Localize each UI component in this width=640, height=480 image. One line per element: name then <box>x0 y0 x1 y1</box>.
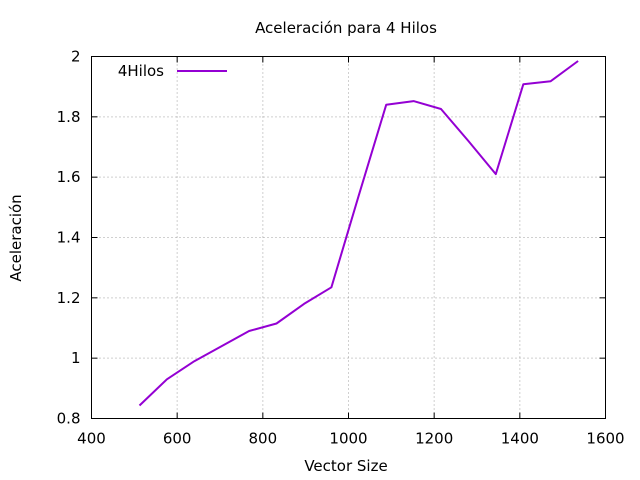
x-tick-label: 1200 <box>415 430 453 448</box>
series-layer <box>138 60 579 407</box>
y-axis-label: Aceleración <box>7 194 25 281</box>
chart-title: Aceleración para 4 Hilos <box>255 19 437 37</box>
tick-layer: 400 600 800 1000 1200 1400 1600 0.8 1 1.2 1.4 1.6 1.… <box>57 48 625 448</box>
legend-label: 4Hilos <box>118 62 164 80</box>
x-tick-label: 1000 <box>329 430 367 448</box>
y-tick-label: 1.2 <box>57 289 81 307</box>
x-tick-label: 400 <box>77 430 106 448</box>
y-tick-label: 1.4 <box>57 229 81 247</box>
legend: 4Hilos <box>118 62 227 80</box>
x-tick-label: 600 <box>163 430 192 448</box>
x-tick-label: 1400 <box>501 430 539 448</box>
y-tick-label: 1.8 <box>57 108 81 126</box>
series-line-4hilos <box>138 60 579 407</box>
x-tick-label: 800 <box>249 430 278 448</box>
x-axis-label: Vector Size <box>304 457 387 475</box>
y-tick-label: 1 <box>71 349 81 367</box>
y-tick-label: 0.8 <box>57 410 81 428</box>
y-tick-label: 1.6 <box>57 168 81 186</box>
y-tick-label: 2 <box>71 48 81 66</box>
x-tick-label: 1600 <box>586 430 624 448</box>
grid-layer <box>91 56 606 419</box>
